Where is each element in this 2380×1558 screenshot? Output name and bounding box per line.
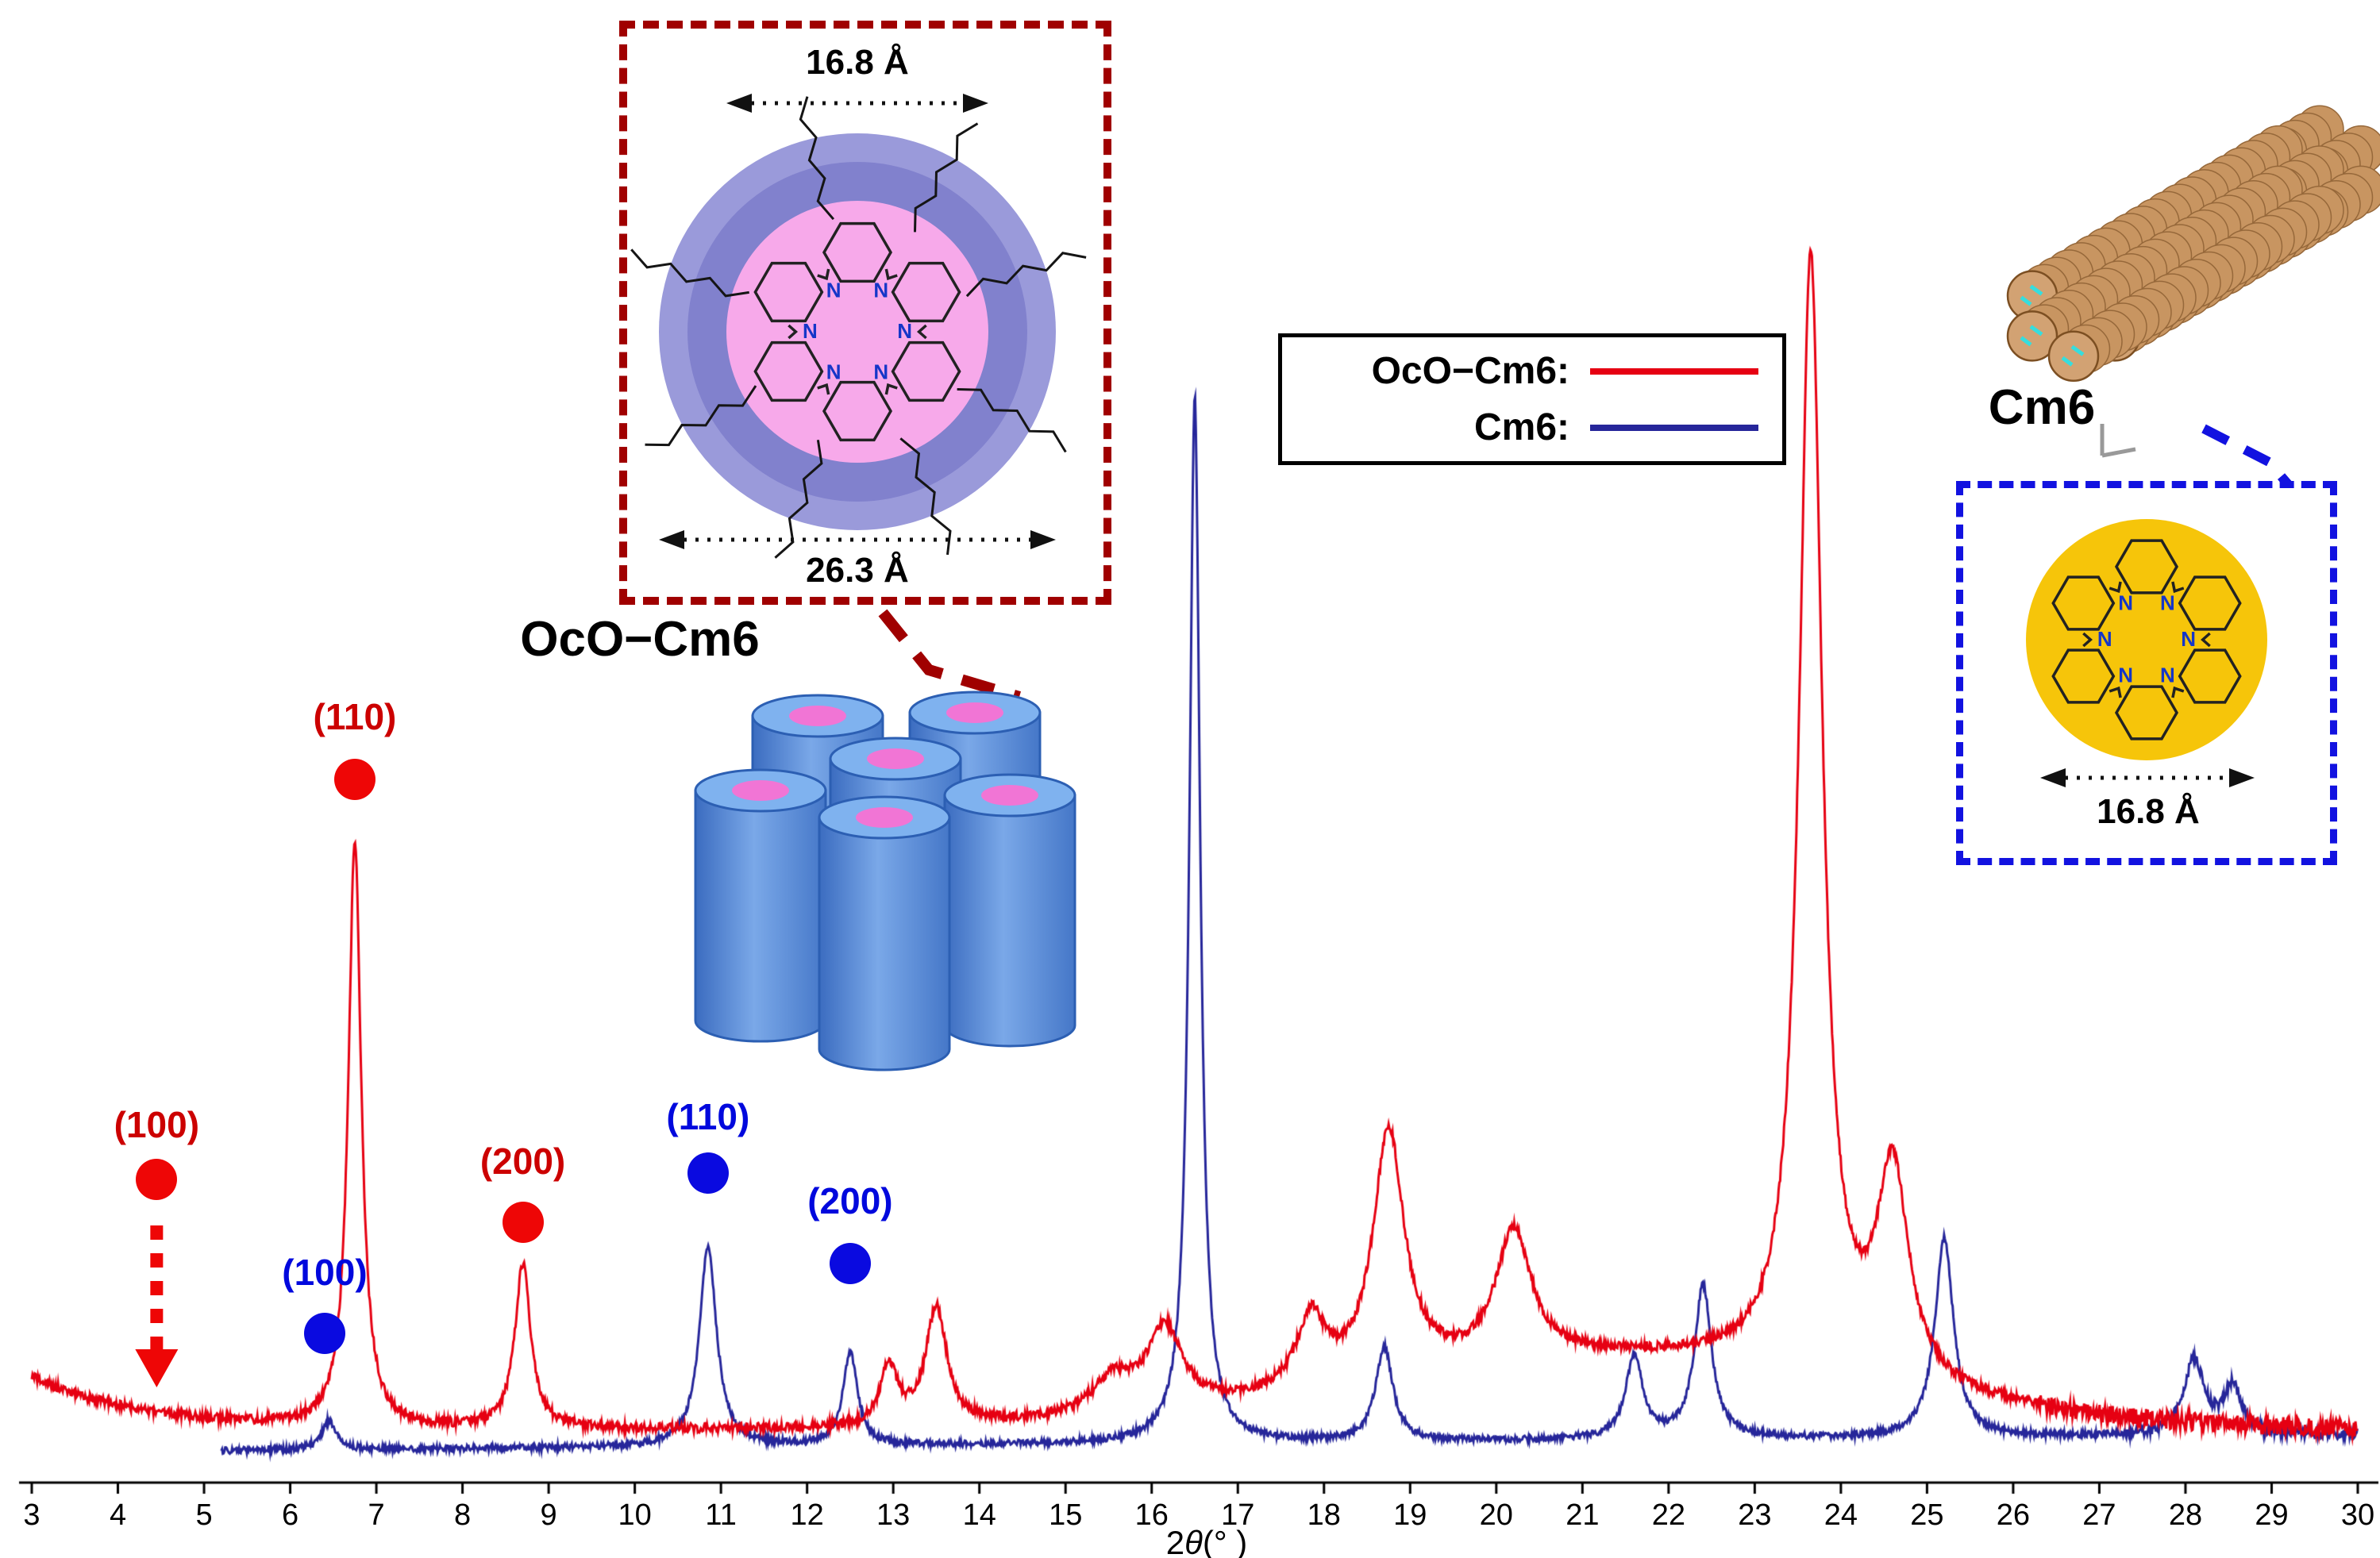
x-tick-20: 20 xyxy=(1479,1498,1513,1532)
x-tick-29: 29 xyxy=(2255,1498,2289,1532)
cm6-title: Cm6 xyxy=(1988,380,2096,435)
svg-text:N: N xyxy=(2118,591,2133,614)
peak-label-Cm6-(100): (100) xyxy=(282,1252,368,1293)
oco-cm6-title: OcO−Cm6 xyxy=(520,612,760,667)
x-tick-12: 12 xyxy=(790,1498,824,1532)
x-tick-30: 30 xyxy=(2340,1498,2375,1532)
legend-line-cm6 xyxy=(1590,424,1758,431)
svg-text:N: N xyxy=(826,278,841,302)
x-tick-11: 11 xyxy=(705,1498,737,1532)
x-tick-4: 4 xyxy=(109,1498,127,1532)
svg-text:N: N xyxy=(2181,627,2196,651)
x-axis-label: 2θ(° ) xyxy=(1166,1524,1248,1558)
x-tick-10: 10 xyxy=(618,1498,652,1532)
x-tick-17: 17 xyxy=(1221,1498,1255,1532)
x-tick-14: 14 xyxy=(962,1498,996,1532)
svg-text:N: N xyxy=(2118,664,2133,687)
x-tick-3: 3 xyxy=(23,1498,40,1532)
legend-label-cm6: Cm6: xyxy=(1473,406,1569,448)
x-axis-label-2: 2 xyxy=(1165,1524,1185,1558)
x-tick-6: 6 xyxy=(281,1498,299,1532)
svg-text:N: N xyxy=(897,319,912,343)
x-tick-19: 19 xyxy=(1393,1498,1427,1532)
legend: OcO−Cm6: Cm6: xyxy=(1278,333,1786,465)
x-tick-8: 8 xyxy=(454,1498,472,1532)
peak-dot-OcO-Cm6-(100) xyxy=(136,1159,178,1200)
peak-dot-OcO-Cm6-(110) xyxy=(333,759,375,800)
peak-label-OcO-Cm6-(100): (100) xyxy=(114,1104,200,1145)
x-tick-23: 23 xyxy=(1738,1498,1772,1532)
x-tick-22: 22 xyxy=(1651,1498,1685,1532)
svg-text:N: N xyxy=(873,278,888,302)
svg-text:N: N xyxy=(2097,627,2112,651)
peak-dot-Cm6-(200) xyxy=(829,1243,871,1284)
x-tick-7: 7 xyxy=(368,1498,385,1532)
x-tick-25: 25 xyxy=(1910,1498,1944,1532)
x-tick-26: 26 xyxy=(1996,1498,2031,1532)
x-tick-24: 24 xyxy=(1824,1498,1858,1532)
legend-label-oco: OcO−Cm6: xyxy=(1371,350,1569,392)
legend-row-cm6: Cm6: xyxy=(1306,406,1758,449)
svg-text:N: N xyxy=(826,360,841,384)
absent-peak-arrow xyxy=(135,1225,179,1387)
cm6-bundle-illustration xyxy=(2006,105,2380,383)
cm6-inset-box xyxy=(1956,481,2337,865)
oco-inset-box xyxy=(619,21,1111,605)
x-tick-28: 28 xyxy=(2168,1498,2203,1532)
peak-label-OcO-Cm6-(110): (110) xyxy=(313,696,397,737)
x-tick-15: 15 xyxy=(1049,1498,1083,1532)
x-tick-16: 16 xyxy=(1134,1498,1169,1532)
peak-dot-OcO-Cm6-(200) xyxy=(502,1202,544,1243)
x-tick-9: 9 xyxy=(540,1498,557,1532)
x-tick-13: 13 xyxy=(876,1498,911,1532)
x-tick-18: 18 xyxy=(1307,1498,1341,1532)
x-tick-21: 21 xyxy=(1565,1498,1600,1532)
peak-label-Cm6-(200): (200) xyxy=(807,1180,893,1221)
peak-dot-Cm6-(110) xyxy=(687,1152,729,1194)
oco-connector-dashes xyxy=(878,609,1022,702)
x-axis-label-theta: θ xyxy=(1184,1524,1203,1558)
peak-dot-Cm6-(100) xyxy=(303,1313,345,1354)
cm6-diameter-label: 16.8 Å xyxy=(2097,792,2200,831)
x-tick-27: 27 xyxy=(2082,1498,2116,1532)
cm6-connector-dashes xyxy=(2201,424,2292,487)
x-tick-5: 5 xyxy=(195,1498,213,1532)
svg-text:N: N xyxy=(2160,664,2175,687)
x-axis-label-unit: (° ) xyxy=(1202,1524,1248,1558)
legend-line-oco xyxy=(1590,367,1758,375)
axes-icon xyxy=(2100,424,2136,458)
legend-row-oco: OcO−Cm6: xyxy=(1306,349,1758,393)
peak-label-Cm6-(110): (110) xyxy=(666,1096,750,1137)
inner-diameter-label: 16.8 Å xyxy=(806,43,909,82)
svg-text:N: N xyxy=(803,319,818,343)
oco-columns-illustration xyxy=(694,691,1076,1071)
peak-label-OcO-Cm6-(200): (200) xyxy=(479,1141,566,1182)
svg-text:N: N xyxy=(873,360,888,384)
svg-text:N: N xyxy=(2160,591,2175,614)
outer-diameter-label: 26.3 Å xyxy=(806,551,909,590)
